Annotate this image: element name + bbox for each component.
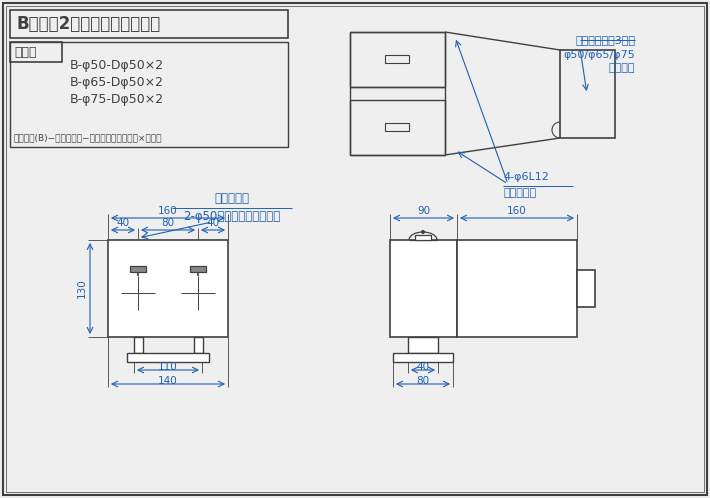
Bar	[127, 353, 209, 362]
Circle shape	[195, 263, 200, 268]
Text: 140: 140	[158, 376, 178, 386]
Text: 160: 160	[507, 206, 527, 216]
Bar	[390, 240, 457, 337]
Bar	[385, 55, 409, 63]
Text: 160: 160	[158, 206, 178, 216]
Text: 接続出口側: 接続出口側	[214, 192, 249, 205]
Text: 型　番: 型 番	[14, 45, 36, 58]
Text: 80: 80	[417, 376, 430, 386]
Text: 130: 130	[77, 278, 87, 298]
Text: 接続入口側　3種類: 接続入口側 3種類	[575, 35, 635, 45]
Text: B-φ50-Dφ50×2: B-φ50-Dφ50×2	[70, 58, 164, 72]
Circle shape	[395, 57, 399, 61]
Circle shape	[395, 125, 399, 129]
Bar	[560, 50, 615, 138]
Bar	[10, 42, 62, 62]
Circle shape	[196, 291, 200, 295]
Bar	[408, 337, 438, 353]
Text: φ50/φ65/φ75: φ50/φ65/φ75	[563, 50, 635, 60]
Bar	[415, 235, 431, 240]
Bar	[108, 240, 228, 337]
Bar	[385, 123, 409, 131]
Text: 型番名称(B)−入口側口径−出口側ダンパー口径×分岐数: 型番名称(B)−入口側口径−出口側ダンパー口径×分岐数	[14, 133, 163, 142]
Bar	[393, 353, 453, 362]
Text: 40: 40	[207, 218, 219, 228]
Text: 2-φ50ダンパー付ホース口: 2-φ50ダンパー付ホース口	[183, 210, 280, 223]
Circle shape	[421, 230, 425, 234]
Text: 40: 40	[417, 362, 430, 372]
Bar	[134, 337, 143, 353]
Bar	[577, 270, 595, 307]
Text: B型水干2分岐管　概略寸法図: B型水干2分岐管 概略寸法図	[16, 15, 160, 33]
Bar	[10, 10, 288, 38]
Bar	[350, 32, 445, 87]
Text: B-φ75-Dφ50×2: B-φ75-Dφ50×2	[70, 93, 164, 106]
Text: 90: 90	[417, 206, 430, 216]
Bar	[457, 240, 577, 337]
Bar	[130, 266, 146, 272]
Circle shape	[136, 291, 140, 295]
Bar	[350, 100, 445, 155]
Text: 80: 80	[161, 218, 175, 228]
Text: 40: 40	[116, 218, 129, 228]
Bar	[190, 266, 206, 272]
Text: （止め稴）: （止め稴）	[503, 188, 536, 198]
Bar	[194, 337, 203, 353]
Bar	[10, 42, 288, 147]
Text: B-φ65-Dφ50×2: B-φ65-Dφ50×2	[70, 76, 164, 89]
Circle shape	[136, 263, 141, 268]
Text: 110: 110	[158, 362, 178, 372]
Text: ホース口: ホース口	[608, 63, 635, 73]
Text: 4-φ6L12: 4-φ6L12	[503, 172, 549, 182]
